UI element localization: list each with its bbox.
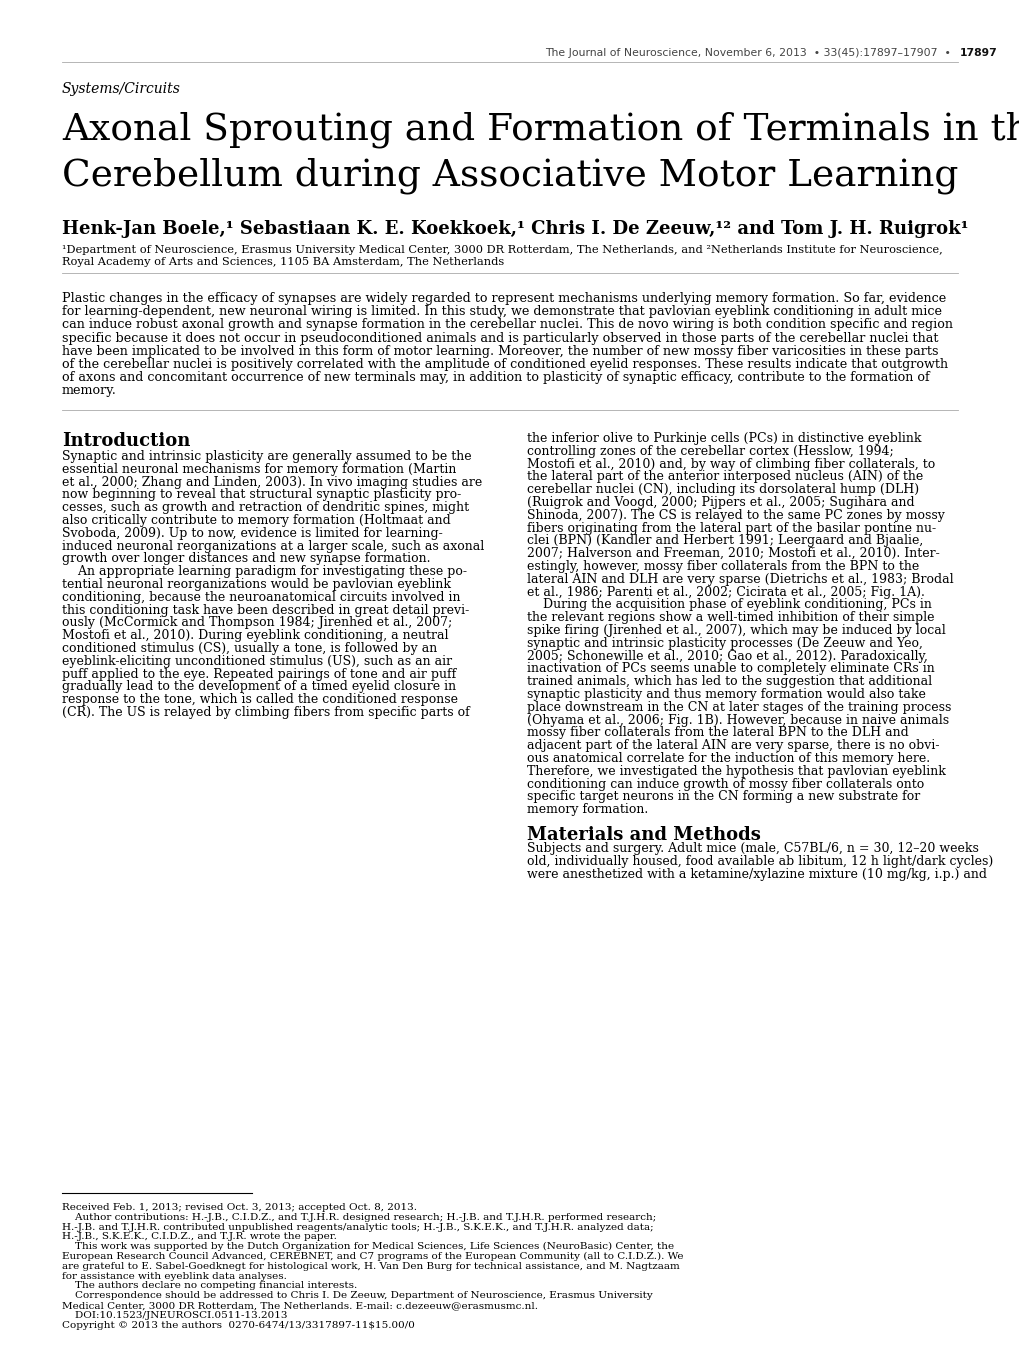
Text: ous anatomical correlate for the induction of this memory here.: ous anatomical correlate for the inducti… [527, 752, 929, 764]
Text: for learning-dependent, new neuronal wiring is limited. In this study, we demons: for learning-dependent, new neuronal wir… [62, 306, 942, 318]
Text: puff applied to the eye. Repeated pairings of tone and air puff: puff applied to the eye. Repeated pairin… [62, 667, 455, 681]
Text: conditioned stimulus (CS), usually a tone, is followed by an: conditioned stimulus (CS), usually a ton… [62, 642, 437, 655]
Text: Author contributions: H.-J.B., C.I.D.Z., and T.J.H.R. designed research; H.-J.B.: Author contributions: H.-J.B., C.I.D.Z.,… [62, 1212, 655, 1222]
Text: Mostofi et al., 2010). During eyeblink conditioning, a neutral: Mostofi et al., 2010). During eyeblink c… [62, 629, 448, 642]
Text: et al., 1986; Parenti et al., 2002; Cicirata et al., 2005; Fig. 1A).: et al., 1986; Parenti et al., 2002; Cici… [527, 586, 924, 599]
Text: controlling zones of the cerebellar cortex (Hesslow, 1994;: controlling zones of the cerebellar cort… [527, 445, 893, 457]
Text: the relevant regions show a well-timed inhibition of their simple: the relevant regions show a well-timed i… [527, 612, 933, 624]
Text: tential neuronal reorganizations would be pavlovian eyeblink: tential neuronal reorganizations would b… [62, 577, 450, 591]
Text: Received Feb. 1, 2013; revised Oct. 3, 2013; accepted Oct. 8, 2013.: Received Feb. 1, 2013; revised Oct. 3, 2… [62, 1203, 417, 1212]
Text: place downstream in the CN at later stages of the training process: place downstream in the CN at later stag… [527, 700, 951, 714]
Text: essential neuronal mechanisms for memory formation (Martin: essential neuronal mechanisms for memory… [62, 463, 455, 476]
Text: During the acquisition phase of eyeblink conditioning, PCs in: During the acquisition phase of eyeblink… [527, 598, 931, 612]
Text: memory formation.: memory formation. [527, 803, 648, 816]
Text: the lateral part of the anterior interposed nucleus (AIN) of the: the lateral part of the anterior interpo… [527, 471, 922, 483]
Text: are grateful to E. Sabel-Goedknegt for histological work, H. Van Den Burg for te: are grateful to E. Sabel-Goedknegt for h… [62, 1261, 679, 1271]
Text: conditioning, because the neuroanatomical circuits involved in: conditioning, because the neuroanatomica… [62, 591, 460, 603]
Text: gradually lead to the development of a timed eyelid closure in: gradually lead to the development of a t… [62, 680, 455, 693]
Text: Plastic changes in the efficacy of synapses are widely regarded to represent mec: Plastic changes in the efficacy of synap… [62, 292, 946, 304]
Text: spike firing (Jirenhed et al., 2007), which may be induced by local: spike firing (Jirenhed et al., 2007), wh… [527, 624, 945, 637]
Text: trained animals, which has led to the suggestion that additional: trained animals, which has led to the su… [527, 676, 931, 688]
Text: Copyright © 2013 the authors  0270-6474/13/3317897-11$15.00/0: Copyright © 2013 the authors 0270-6474/1… [62, 1320, 415, 1330]
Text: (CR). The US is relayed by climbing fibers from specific parts of: (CR). The US is relayed by climbing fibe… [62, 706, 470, 719]
Text: This work was supported by the Dutch Organization for Medical Sciences, Life Sci: This work was supported by the Dutch Org… [62, 1242, 674, 1252]
Text: The Journal of Neuroscience, November 6, 2013  • 33(45):17897–17907  •: The Journal of Neuroscience, November 6,… [544, 48, 957, 57]
Text: of axons and concomitant occurrence of new terminals may, in addition to plastic: of axons and concomitant occurrence of n… [62, 371, 929, 384]
Text: synaptic plasticity and thus memory formation would also take: synaptic plasticity and thus memory form… [527, 688, 925, 702]
Text: H.-J.B. and T.J.H.R. contributed unpublished reagents/analytic tools; H.-J.B., S: H.-J.B. and T.J.H.R. contributed unpubli… [62, 1223, 653, 1231]
Text: Therefore, we investigated the hypothesis that pavlovian eyeblink: Therefore, we investigated the hypothesi… [527, 764, 945, 778]
Text: inactivation of PCs seems unable to completely eliminate CRs in: inactivation of PCs seems unable to comp… [527, 662, 933, 676]
Text: adjacent part of the lateral AIN are very sparse, there is no obvi-: adjacent part of the lateral AIN are ver… [527, 740, 938, 752]
Text: specific target neurons in the CN forming a new substrate for: specific target neurons in the CN formin… [527, 790, 919, 804]
Text: can induce robust axonal growth and synapse formation in the cerebellar nuclei. : can induce robust axonal growth and syna… [62, 318, 952, 332]
Text: (Ruigrok and Voogd, 2000; Pijpers et al., 2005; Sugihara and: (Ruigrok and Voogd, 2000; Pijpers et al.… [527, 495, 914, 509]
Text: Shinoda, 2007). The CS is relayed to the same PC zones by mossy: Shinoda, 2007). The CS is relayed to the… [527, 509, 944, 521]
Text: specific because it does not occur in pseudoconditioned animals and is particula: specific because it does not occur in ps… [62, 332, 937, 344]
Text: Synaptic and intrinsic plasticity are generally assumed to be the: Synaptic and intrinsic plasticity are ge… [62, 450, 471, 463]
Text: DOI:10.1523/JNEUROSCI.0511-13.2013: DOI:10.1523/JNEUROSCI.0511-13.2013 [62, 1310, 287, 1320]
Text: ¹Department of Neuroscience, Erasmus University Medical Center, 3000 DR Rotterda: ¹Department of Neuroscience, Erasmus Uni… [62, 244, 942, 255]
Text: Svoboda, 2009). Up to now, evidence is limited for learning-: Svoboda, 2009). Up to now, evidence is l… [62, 527, 442, 539]
Text: this conditioning task have been described in great detail previ-: this conditioning task have been describ… [62, 603, 469, 617]
Text: 17897: 17897 [959, 48, 997, 57]
Text: An appropriate learning paradigm for investigating these po-: An appropriate learning paradigm for inv… [62, 565, 467, 579]
Text: Subjects and surgery. Adult mice (male, C57BL/6, n = 30, 12–20 weeks: Subjects and surgery. Adult mice (male, … [527, 842, 978, 854]
Text: were anesthetized with a ketamine/xylazine mixture (10 mg/kg, i.p.) and: were anesthetized with a ketamine/xylazi… [527, 868, 986, 880]
Text: lateral AIN and DLH are very sparse (Dietrichs et al., 1983; Brodal: lateral AIN and DLH are very sparse (Die… [527, 573, 953, 586]
Text: 2007; Halverson and Freeman, 2010; Mostofi et al., 2010). Inter-: 2007; Halverson and Freeman, 2010; Mosto… [527, 547, 938, 560]
Text: Introduction: Introduction [62, 431, 191, 450]
Text: Royal Academy of Arts and Sciences, 1105 BA Amsterdam, The Netherlands: Royal Academy of Arts and Sciences, 1105… [62, 257, 503, 268]
Text: the inferior olive to Purkinje cells (PCs) in distinctive eyeblink: the inferior olive to Purkinje cells (PC… [527, 431, 920, 445]
Text: Cerebellum during Associative Motor Learning: Cerebellum during Associative Motor Lear… [62, 158, 958, 194]
Text: Axonal Sprouting and Formation of Terminals in the Adult: Axonal Sprouting and Formation of Termin… [62, 112, 1019, 149]
Text: of the cerebellar nuclei is positively correlated with the amplitude of conditio: of the cerebellar nuclei is positively c… [62, 358, 948, 371]
Text: 2005; Schonewille et al., 2010; Gao et al., 2012). Paradoxically,: 2005; Schonewille et al., 2010; Gao et a… [527, 650, 927, 662]
Text: et al., 2000; Zhang and Linden, 2003). In vivo imaging studies are: et al., 2000; Zhang and Linden, 2003). I… [62, 475, 482, 489]
Text: estingly, however, mossy fiber collaterals from the BPN to the: estingly, however, mossy fiber collatera… [527, 560, 918, 573]
Text: The authors declare no competing financial interests.: The authors declare no competing financi… [62, 1282, 357, 1290]
Text: growth over longer distances and new synapse formation.: growth over longer distances and new syn… [62, 553, 430, 565]
Text: ously (McCormick and Thompson 1984; Jirenhed et al., 2007;: ously (McCormick and Thompson 1984; Jire… [62, 617, 451, 629]
Text: fibers originating from the lateral part of the basilar pontine nu-: fibers originating from the lateral part… [527, 521, 935, 535]
Text: cerebellar nuclei (CN), including its dorsolateral hump (DLH): cerebellar nuclei (CN), including its do… [527, 483, 918, 497]
Text: eyeblink-eliciting unconditioned stimulus (US), such as an air: eyeblink-eliciting unconditioned stimulu… [62, 655, 451, 667]
Text: clei (BPN) (Kandler and Herbert 1991; Leergaard and Bjaalie,: clei (BPN) (Kandler and Herbert 1991; Le… [527, 535, 922, 547]
Text: Medical Center, 3000 DR Rotterdam, The Netherlands. E-mail: c.dezeeuw@erasmusmc.: Medical Center, 3000 DR Rotterdam, The N… [62, 1301, 537, 1310]
Text: synaptic and intrinsic plasticity processes (De Zeeuw and Yeo,: synaptic and intrinsic plasticity proces… [527, 637, 922, 650]
Text: also critically contribute to memory formation (Holtmaat and: also critically contribute to memory for… [62, 515, 450, 527]
Text: response to the tone, which is called the conditioned response: response to the tone, which is called th… [62, 693, 458, 706]
Text: induced neuronal reorganizations at a larger scale, such as axonal: induced neuronal reorganizations at a la… [62, 539, 484, 553]
Text: H.-J.B., S.K.E.K., C.I.D.Z., and T.J.R. wrote the paper.: H.-J.B., S.K.E.K., C.I.D.Z., and T.J.R. … [62, 1233, 336, 1241]
Text: (Ohyama et al., 2006; Fig. 1B). However, because in naive animals: (Ohyama et al., 2006; Fig. 1B). However,… [527, 714, 949, 726]
Text: Mostofi et al., 2010) and, by way of climbing fiber collaterals, to: Mostofi et al., 2010) and, by way of cli… [527, 457, 934, 471]
Text: for assistance with eyeblink data analyses.: for assistance with eyeblink data analys… [62, 1272, 286, 1280]
Text: cesses, such as growth and retraction of dendritic spines, might: cesses, such as growth and retraction of… [62, 501, 469, 515]
Text: mossy fiber collaterals from the lateral BPN to the DLH and: mossy fiber collaterals from the lateral… [527, 726, 908, 740]
Text: Systems/Circuits: Systems/Circuits [62, 82, 180, 96]
Text: memory.: memory. [62, 385, 117, 397]
Text: Henk-Jan Boele,¹ Sebastiaan K. E. Koekkoek,¹ Chris I. De Zeeuw,¹² and Tom J. H. : Henk-Jan Boele,¹ Sebastiaan K. E. Koekko… [62, 220, 968, 238]
Text: old, individually housed, food available ab libitum, 12 h light/dark cycles): old, individually housed, food available… [527, 854, 993, 868]
Text: Materials and Methods: Materials and Methods [527, 826, 760, 844]
Text: have been implicated to be involved in this form of motor learning. Moreover, th: have been implicated to be involved in t… [62, 345, 937, 358]
Text: now beginning to reveal that structural synaptic plasticity pro-: now beginning to reveal that structural … [62, 489, 461, 501]
Text: conditioning can induce growth of mossy fiber collaterals onto: conditioning can induce growth of mossy … [527, 778, 923, 790]
Text: Correspondence should be addressed to Chris I. De Zeeuw, Department of Neuroscie: Correspondence should be addressed to Ch… [62, 1291, 652, 1301]
Text: European Research Council Advanced, CEREBNET, and C7 programs of the European Co: European Research Council Advanced, CERE… [62, 1252, 683, 1261]
